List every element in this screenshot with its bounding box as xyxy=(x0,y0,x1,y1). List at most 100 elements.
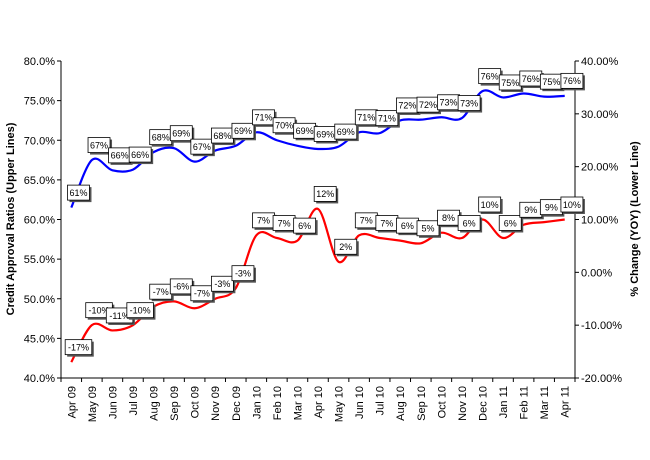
data-label-box xyxy=(210,275,234,292)
data-label: 67% xyxy=(90,140,108,150)
data-label: 76% xyxy=(563,76,581,86)
x-tick-label: Mar 10 xyxy=(292,386,304,420)
data-label: 7% xyxy=(257,216,270,226)
data-label: 73% xyxy=(460,98,478,108)
data-label: 71% xyxy=(357,113,375,123)
left-tick-label: 40.0% xyxy=(24,373,55,385)
data-label-box xyxy=(457,95,481,111)
data-label: 10% xyxy=(563,200,581,210)
x-tick-label: Jan 10 xyxy=(251,386,263,419)
left-tick-label: 75.0% xyxy=(24,96,55,108)
data-label-box xyxy=(169,125,193,142)
data-label: -6% xyxy=(173,282,189,292)
x-tick-label: Jul 10 xyxy=(375,386,387,415)
x-tick-label: Mar 11 xyxy=(539,386,551,419)
data-label-box xyxy=(126,302,154,319)
left-tick-label: 55.0% xyxy=(24,254,55,266)
data-label: 7% xyxy=(360,216,373,226)
left-tick-label: 80.0% xyxy=(24,56,55,68)
yoy-change-line xyxy=(70,207,565,363)
x-tick-label: Apr 10 xyxy=(313,386,325,418)
data-label: -17% xyxy=(68,342,89,352)
x-tick-label: Oct 10 xyxy=(436,386,448,418)
left-tick-label: 45.0% xyxy=(24,333,55,345)
data-label: -7% xyxy=(153,287,169,297)
right-tick-label: 20.00% xyxy=(581,162,619,174)
data-label: -7% xyxy=(194,289,210,299)
x-tick-label: Oct 09 xyxy=(190,386,202,418)
data-label: -10% xyxy=(130,305,151,315)
data-label: 9% xyxy=(524,205,537,215)
data-label: -11% xyxy=(109,311,129,321)
data-label: 5% xyxy=(421,224,434,234)
x-tick-label: Apr 11 xyxy=(560,386,572,418)
right-tick-label: -10.00% xyxy=(581,320,622,332)
data-labels: 61%67%66% 66%68% 69%67%68% 69%71%70%69% 69% 6… xyxy=(64,68,585,357)
x-tick-label: Sep 09 xyxy=(169,386,181,421)
left-tick-label: 50.0% xyxy=(24,294,55,306)
data-label: 72% xyxy=(419,100,437,110)
data-label: 76% xyxy=(481,71,499,81)
data-label: 6% xyxy=(504,218,517,228)
data-label: 69% xyxy=(296,126,314,136)
x-tick-label: Feb 11 xyxy=(519,386,531,419)
x-tick-label: Jun 09 xyxy=(107,386,119,419)
approval-ratio-line xyxy=(70,89,565,209)
x-tick-label: Jan 11 xyxy=(498,386,510,418)
data-label-box xyxy=(128,146,152,163)
data-label: 73% xyxy=(440,98,458,108)
data-label: 69% xyxy=(234,126,252,136)
data-label: 2% xyxy=(339,242,352,252)
x-tick-label: May 09 xyxy=(87,386,99,422)
data-label-box xyxy=(457,215,481,231)
data-label: 69% xyxy=(316,129,334,139)
data-label: 70% xyxy=(275,121,293,131)
data-label: 6% xyxy=(463,218,476,228)
data-label: -3% xyxy=(214,279,230,289)
x-tick-label: May 10 xyxy=(334,386,346,422)
data-label: -3% xyxy=(235,268,251,278)
left-tick-label: 65.0% xyxy=(24,175,55,187)
data-label: 10% xyxy=(481,200,499,210)
data-label: 9% xyxy=(545,202,558,212)
data-label-box xyxy=(293,217,317,234)
x-tick-label: Feb 10 xyxy=(272,386,284,420)
data-label-box xyxy=(560,196,584,213)
x-tick-label: Aug 09 xyxy=(149,386,161,421)
data-label: 69% xyxy=(172,128,190,138)
data-label: 68% xyxy=(152,132,170,142)
x-tick-label: Dec 10 xyxy=(477,386,489,421)
data-label: 76% xyxy=(522,74,540,84)
data-label-box xyxy=(313,186,337,202)
data-label-box xyxy=(87,137,111,153)
data-label-box xyxy=(231,122,255,139)
data-label-box xyxy=(498,215,522,231)
data-label: 72% xyxy=(398,101,416,111)
data-label-box xyxy=(375,110,399,127)
right-axis-title: % Change (YOY) (Lower Line) xyxy=(629,141,641,297)
x-tick-label: Dec 09 xyxy=(231,386,243,421)
data-label: 71% xyxy=(255,113,273,123)
data-label: 6% xyxy=(401,221,414,231)
data-label: 67% xyxy=(193,142,211,152)
left-axis-title: Credit Approval Ratios (Upper Lines) xyxy=(5,122,17,315)
left-tick-label: 60.0% xyxy=(24,215,55,227)
data-label-box xyxy=(416,220,440,237)
x-tick-label: Sep 10 xyxy=(416,386,428,421)
data-label: 6% xyxy=(298,221,311,231)
x-tick-label: Jun 10 xyxy=(354,386,366,419)
right-tick-label: 0.00% xyxy=(581,267,612,279)
data-label: 8% xyxy=(442,213,455,223)
data-label: 68% xyxy=(213,131,231,141)
data-label-box xyxy=(334,123,358,140)
data-label: 69% xyxy=(337,127,355,137)
x-tick-label: Jul 09 xyxy=(128,386,140,415)
data-label: 7% xyxy=(278,218,291,228)
x-tick-label: Nov 10 xyxy=(457,386,469,421)
data-label: 61% xyxy=(69,188,87,198)
right-tick-label: -20.00% xyxy=(581,373,622,385)
data-label: 66% xyxy=(131,150,149,160)
data-label: 12% xyxy=(316,189,334,199)
right-tick-label: 10.00% xyxy=(581,215,619,227)
